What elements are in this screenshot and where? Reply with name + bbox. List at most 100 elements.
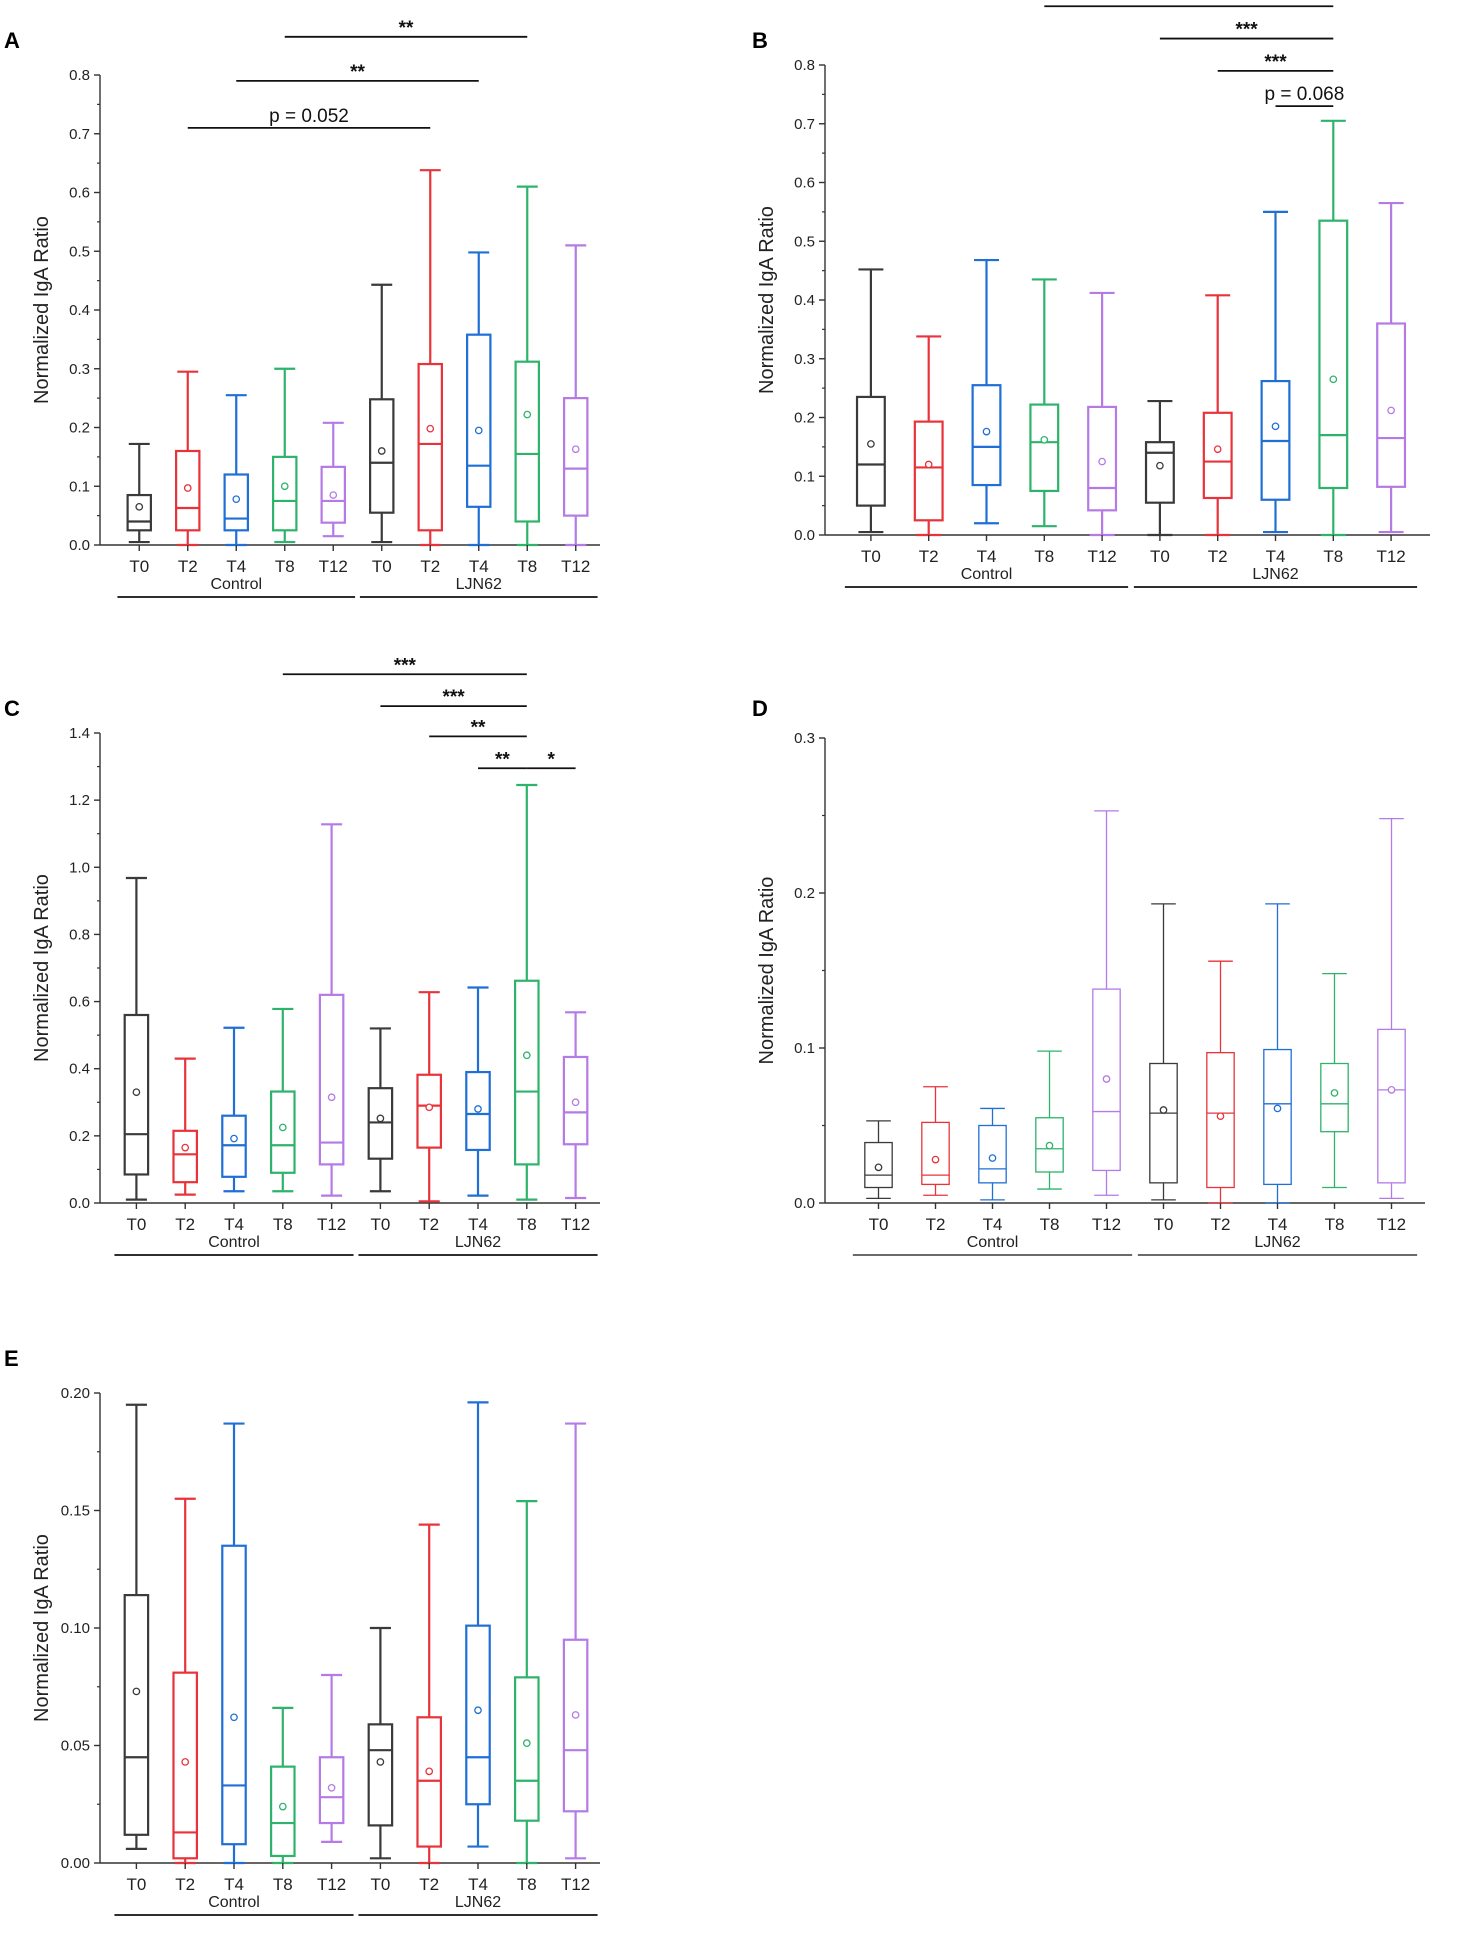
mean-marker xyxy=(329,491,338,499)
box-iqr xyxy=(465,1070,491,1152)
x-tick-label: T0 xyxy=(126,1875,146,1894)
y-tick-label: 0.6 xyxy=(794,175,815,192)
mean-marker xyxy=(867,440,875,448)
mean-marker xyxy=(230,1713,238,1722)
y-tick-label: 0.6 xyxy=(69,994,90,1011)
box-iqr xyxy=(913,420,944,522)
x-tick-label: T4 xyxy=(468,1215,488,1234)
x-tick-label: T0 xyxy=(370,1875,390,1894)
box-t4 xyxy=(465,1401,491,1848)
mean-marker xyxy=(1330,1089,1339,1097)
box-iqr xyxy=(1263,1048,1292,1186)
box-iqr xyxy=(318,993,345,1166)
box-t2 xyxy=(1206,960,1235,1204)
y-tick-label: 0.1 xyxy=(69,478,90,495)
box-iqr xyxy=(563,397,589,517)
mean-marker xyxy=(1387,406,1395,415)
box-iqr xyxy=(562,1055,589,1146)
y-tick-label: 0.2 xyxy=(794,885,815,902)
x-tick-label: T12 xyxy=(561,1215,590,1234)
mean-marker xyxy=(376,1758,385,1766)
mean-marker xyxy=(874,1163,883,1172)
group-label-control: Control xyxy=(208,1234,260,1251)
box-iqr xyxy=(1029,403,1060,493)
box-t12 xyxy=(562,1422,589,1860)
y-tick-label: 0.8 xyxy=(69,67,90,84)
x-tick-label: T0 xyxy=(372,557,392,576)
box-t12 xyxy=(318,823,345,1197)
mean-marker xyxy=(982,427,991,436)
x-tick-label: T4 xyxy=(468,1875,488,1894)
box-iqr xyxy=(369,398,395,514)
box-iqr xyxy=(514,360,540,523)
y-tick-label: 0.7 xyxy=(794,116,815,133)
x-tick-label: T8 xyxy=(517,1215,537,1234)
box-t0 xyxy=(126,442,152,544)
significance-label: *** xyxy=(443,687,466,708)
x-tick-label: T0 xyxy=(1154,1215,1174,1234)
box-t8 xyxy=(514,185,540,547)
group-label-ljn62: LJN62 xyxy=(456,576,502,593)
box-iqr xyxy=(318,1756,345,1825)
mean-marker xyxy=(425,1767,434,1776)
box-t0 xyxy=(1149,903,1178,1201)
x-tick-label: T8 xyxy=(1034,547,1054,566)
box-t0 xyxy=(123,876,150,1201)
significance-label: ** xyxy=(495,749,510,770)
y-tick-label: 0.4 xyxy=(69,1061,90,1078)
mean-marker xyxy=(474,1105,482,1113)
box-t4 xyxy=(466,251,492,547)
panel-c-label: C xyxy=(4,696,20,721)
y-axis-label: Normalized IgA Ratio xyxy=(756,206,778,394)
box-iqr xyxy=(513,1676,540,1822)
x-tick-label: T2 xyxy=(1211,1215,1231,1234)
box-iqr xyxy=(221,1544,247,1846)
box-iqr xyxy=(172,1129,199,1184)
mean-marker xyxy=(181,1758,190,1766)
mean-marker xyxy=(132,1088,141,1097)
box-t2 xyxy=(416,1523,443,1865)
box-iqr xyxy=(416,1073,443,1149)
box-iqr xyxy=(172,1671,199,1860)
significance-label: *** xyxy=(394,655,417,676)
box-t0 xyxy=(855,268,886,534)
box-t0 xyxy=(1144,399,1175,537)
box-t12 xyxy=(320,421,346,538)
x-tick-label: T2 xyxy=(420,557,440,576)
significance-label: * xyxy=(547,749,555,770)
box-t4 xyxy=(221,1026,247,1193)
mean-marker xyxy=(1040,435,1049,444)
x-tick-label: T0 xyxy=(129,557,149,576)
mean-marker xyxy=(931,1155,940,1164)
mean-marker xyxy=(988,1154,997,1162)
group-label-control: Control xyxy=(208,1894,260,1911)
significance-label: ** xyxy=(399,18,414,39)
y-tick-label: 0.3 xyxy=(794,351,815,368)
x-tick-label: T2 xyxy=(1208,547,1228,566)
panel-d: D 0.0 0.1 0.2 0.3 Normalized IgA Ratio T0 T2 T4… xyxy=(720,660,1457,1300)
panel-a-label: A xyxy=(4,28,20,53)
box-iqr xyxy=(971,384,1002,487)
significance-label: *** xyxy=(1236,20,1259,41)
box-iqr xyxy=(269,1765,296,1858)
box-iqr xyxy=(562,1638,589,1813)
y-tick-label: 1.4 xyxy=(69,725,90,742)
mean-marker xyxy=(232,495,241,504)
mean-marker xyxy=(523,410,532,419)
group-label-control: Control xyxy=(961,566,1013,583)
box-iqr xyxy=(921,1121,950,1186)
box-t4 xyxy=(223,394,249,547)
y-tick-label: 0.8 xyxy=(69,926,90,943)
box-iqr xyxy=(417,362,443,532)
mean-marker xyxy=(924,460,933,469)
mean-marker xyxy=(327,1093,336,1102)
box-t2 xyxy=(1202,294,1233,537)
y-axis-label: Normalized IgA Ratio xyxy=(31,216,53,404)
box-iqr xyxy=(1087,405,1118,512)
x-tick-label: T4 xyxy=(977,547,997,566)
x-tick-label: T4 xyxy=(1268,1215,1288,1234)
x-tick-label: T8 xyxy=(517,557,537,576)
y-tick-label: 0.3 xyxy=(794,730,815,747)
mean-marker xyxy=(1216,1112,1225,1121)
x-tick-label: T8 xyxy=(1323,547,1343,566)
